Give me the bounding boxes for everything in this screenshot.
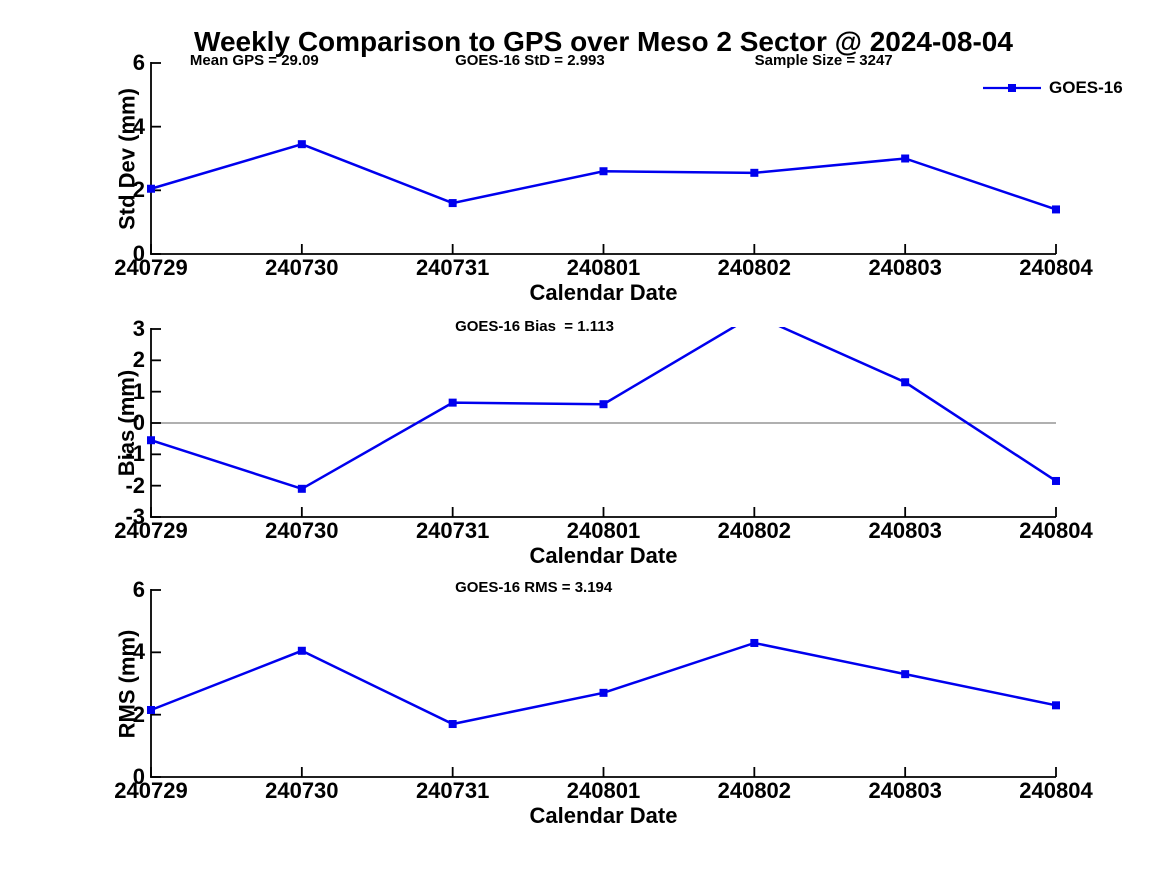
y-tick-label: -2 (125, 472, 145, 498)
data-point-marker (901, 670, 910, 679)
x-tick-label: 240804 (1019, 778, 1093, 803)
y-tick-label: 6 (132, 577, 145, 602)
y-tick-label: 0 (132, 410, 145, 435)
x-tick-label: 240801 (566, 778, 641, 803)
y-tick-label: 4 (132, 639, 145, 665)
x-tick-label: 240802 (717, 778, 792, 803)
y-tick-label: -3 (125, 504, 145, 529)
x-tick-label: 240803 (868, 518, 942, 543)
data-point-marker (1052, 701, 1060, 710)
data-point-marker (297, 484, 306, 493)
y-tick-label: 0 (132, 764, 145, 789)
plot-annotation: GOES-16 StD = 2.993 (455, 52, 605, 69)
x-tick-label: 240802 (717, 255, 792, 280)
data-point-marker (1052, 476, 1060, 485)
x-tick-label: 240804 (1019, 255, 1093, 280)
data-point-marker (147, 184, 155, 193)
std-dev-data-line (150, 142, 1057, 211)
data-point-marker (448, 720, 457, 729)
x-tick-label: 240731 (415, 518, 490, 543)
bias-data-line (150, 327, 1057, 491)
data-point-marker (297, 646, 306, 655)
data-point-marker (297, 140, 306, 149)
data-point-marker (750, 638, 759, 647)
y-tick-label: 3 (132, 316, 145, 341)
x-tick-label: 240801 (566, 518, 641, 543)
x-tick-label: 240729 (114, 255, 188, 280)
y-tick-label: 2 (132, 701, 145, 727)
plot-annotation: GOES-16 Bias = 1.113 (455, 318, 614, 335)
data-point-marker (599, 167, 608, 176)
x-tick-label: 240803 (868, 778, 942, 803)
y-tick-label: 1 (132, 378, 145, 404)
data-point-marker (599, 688, 608, 697)
x-tick-label: 240730 (265, 778, 339, 803)
y-axis-label: RMS (mm) (114, 629, 139, 738)
legend: GOES-16 (983, 78, 1123, 98)
y-tick-label: 2 (132, 347, 145, 373)
data-point-marker (147, 705, 155, 714)
data-point-marker (750, 168, 759, 177)
x-tick-label: 240729 (114, 518, 188, 543)
x-tick-label: 240729 (114, 778, 188, 803)
plot-annotation: GOES-16 RMS = 3.194 (455, 579, 613, 596)
x-tick-label: 240802 (717, 518, 792, 543)
x-axis-label: Calendar Date (529, 543, 678, 568)
x-tick-label: 240803 (868, 255, 942, 280)
y-tick-label: 6 (132, 50, 145, 75)
x-tick-label: 240804 (1019, 518, 1093, 543)
legend-line-sample-icon (983, 84, 1041, 92)
data-point-marker (147, 436, 155, 445)
y-tick-label: 4 (132, 113, 145, 139)
y-tick-label: 2 (132, 177, 145, 203)
data-point-marker (599, 400, 608, 409)
figure-title: Weekly Comparison to GPS over Meso 2 Sec… (194, 26, 1013, 57)
x-tick-label: 240731 (415, 778, 490, 803)
plot-annotation: Sample Size = 3247 (754, 52, 893, 69)
y-tick-label: -1 (125, 441, 145, 467)
x-axis-label: Calendar Date (529, 280, 678, 305)
data-point-marker (901, 378, 910, 387)
x-tick-label: 240731 (415, 255, 490, 280)
plot-annotation: Mean GPS = 29.09 (189, 52, 319, 69)
data-point-marker (448, 398, 457, 407)
data-point-marker (901, 154, 910, 163)
y-tick-label: 0 (132, 241, 145, 266)
x-tick-label: 240801 (566, 255, 641, 280)
data-point-marker (448, 199, 457, 208)
y-axis-label: Bias (mm) (114, 369, 139, 477)
data-point-marker (1052, 205, 1060, 214)
x-tick-label: 240730 (265, 255, 339, 280)
x-axis-label: Calendar Date (529, 803, 678, 828)
y-axis-label: Std Dev (mm) (114, 87, 139, 230)
rms-data-line (150, 641, 1057, 726)
x-tick-label: 240730 (265, 518, 339, 543)
legend-label: GOES-16 (1049, 78, 1123, 97)
